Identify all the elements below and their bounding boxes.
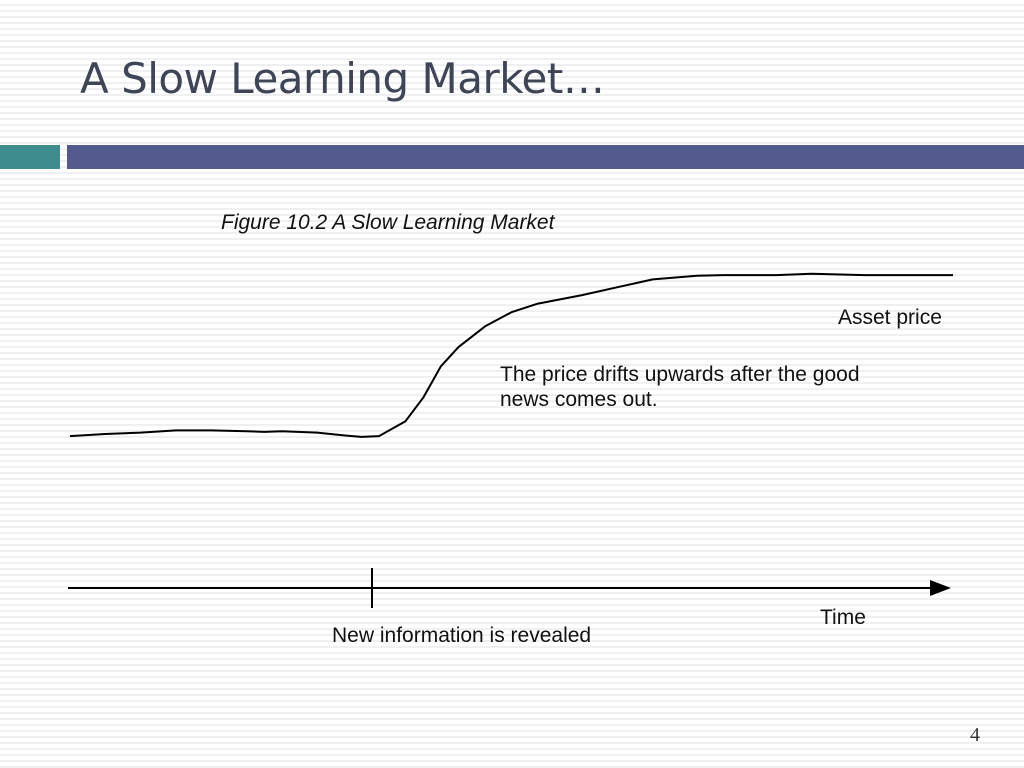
series-label-asset-price: Asset price [838,306,942,329]
event-label: New information is revealed [332,624,592,647]
accent-bar-blue [67,145,1024,169]
x-axis-label: Time [820,606,866,629]
slide-title: A Slow Learning Market… [80,54,605,103]
chart-annotation: The price drifts upwards after the good … [500,363,860,411]
asset-price-line [69,272,953,438]
accent-bar-teal [0,145,60,169]
time-axis-arrowhead [930,580,951,596]
page-number: 4 [970,724,980,746]
figure-caption: Figure 10.2 A Slow Learning Market [221,211,555,234]
